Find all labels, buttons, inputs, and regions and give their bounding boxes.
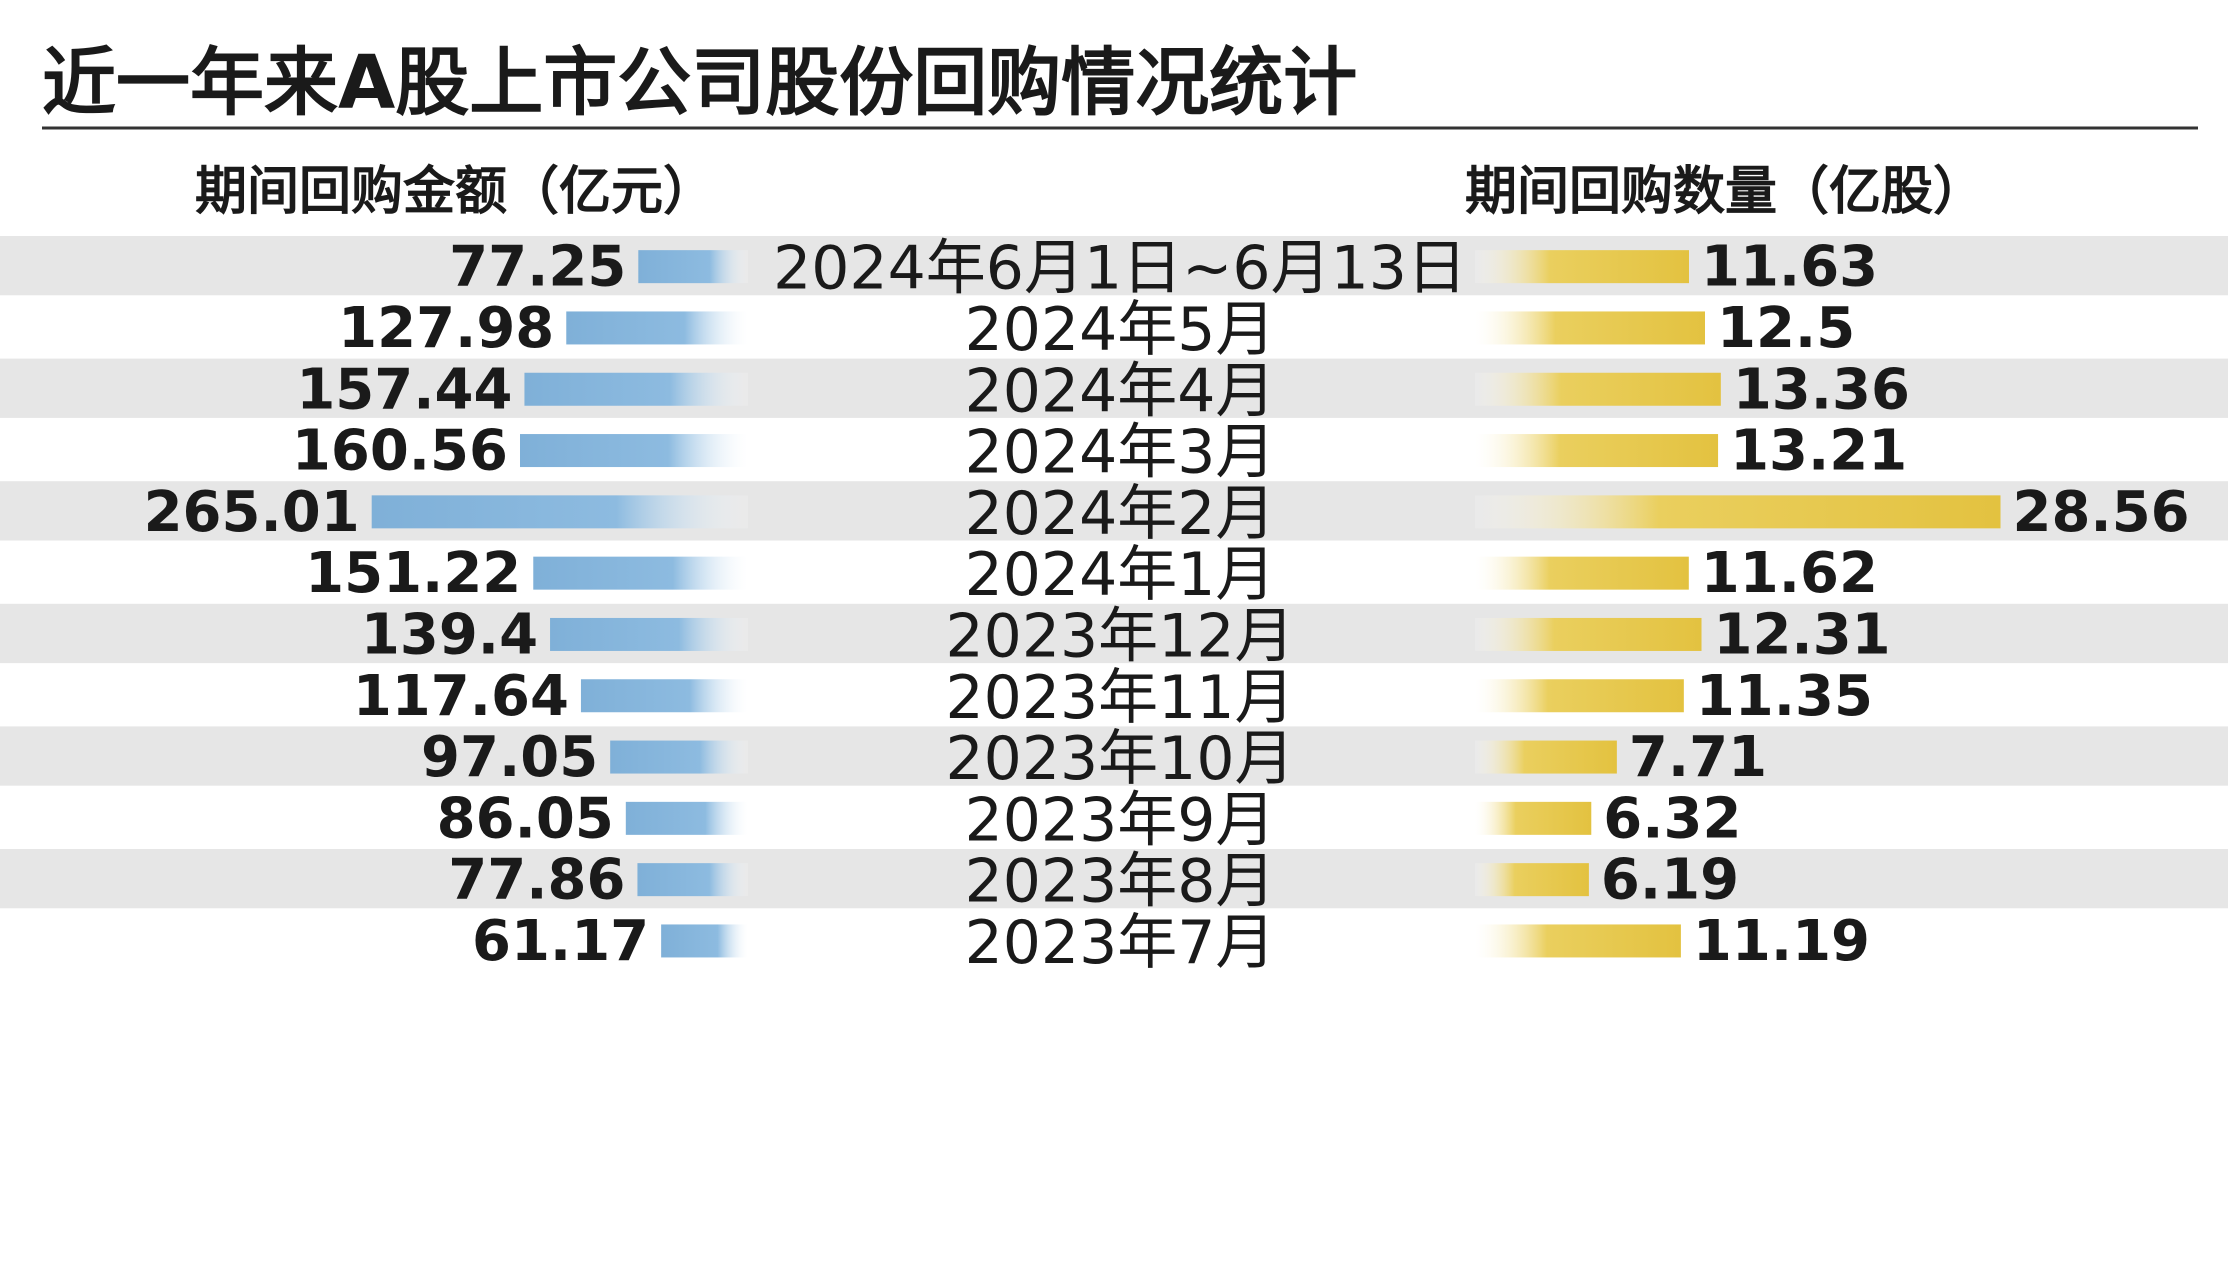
- period-label: 2023年8月: [965, 847, 1276, 917]
- quantity-bar: [1475, 617, 1702, 651]
- amount-value-label: 127.98: [338, 296, 554, 361]
- amount-bar: [371, 495, 748, 529]
- period-label: 2024年5月: [965, 295, 1276, 365]
- amount-value-label: 160.56: [292, 419, 508, 484]
- period-label: 2024年1月: [965, 540, 1276, 610]
- row-stripe: [0, 849, 2228, 909]
- amount-value-label: 157.44: [296, 357, 512, 422]
- quantity-value-label: 11.35: [1696, 664, 1873, 729]
- quantity-bar: [1475, 372, 1721, 406]
- row-stripe: [0, 603, 2228, 664]
- period-label: 2023年7月: [965, 908, 1276, 978]
- amount-value-label: 61.17: [472, 909, 649, 974]
- quantity-bar: [1475, 495, 2001, 529]
- quantity-bar: [1475, 434, 1719, 468]
- quantity-value-label: 28.56: [2013, 480, 2190, 545]
- period-label: 2024年4月: [965, 356, 1276, 426]
- quantity-value-label: 11.63: [1701, 235, 1878, 300]
- amount-bar: [625, 801, 748, 835]
- quantity-bar: [1475, 801, 1592, 835]
- amount-value-label: 77.86: [448, 848, 625, 913]
- quantity-value-label: 12.31: [1714, 602, 1891, 667]
- chart-title: 近一年来A股上市公司股份回购情况统计: [42, 40, 1357, 126]
- quantity-value-label: 12.5: [1717, 296, 1855, 361]
- amount-bar: [580, 679, 748, 713]
- period-label: 2023年9月: [965, 785, 1276, 855]
- quantity-value-label: 11.19: [1693, 909, 1870, 974]
- amount-bar: [550, 617, 748, 651]
- row-stripe: [0, 236, 2228, 296]
- quantity-bar: [1475, 740, 1617, 774]
- amount-bar: [520, 434, 748, 468]
- amount-value-label: 97.05: [421, 725, 598, 790]
- amount-value-label: 86.05: [437, 786, 614, 851]
- quantity-bar: [1475, 679, 1684, 713]
- quantity-bar: [1475, 863, 1589, 897]
- period-label: 2024年2月: [965, 479, 1276, 549]
- right-series-header: 期间回购数量（亿股）: [1465, 162, 1985, 222]
- amount-value-label: 265.01: [144, 480, 360, 545]
- amount-bar: [610, 740, 748, 774]
- labels-layer: 77.25 2024年6月1日~6月13日 11.63 127.98 2024年5月 12…: [144, 234, 2190, 978]
- row-stripe: [0, 358, 2228, 418]
- bars-layer: [371, 250, 2001, 958]
- quantity-bar: [1475, 556, 1689, 590]
- amount-value-label: 151.22: [305, 541, 521, 606]
- amount-value-label: 139.4: [361, 602, 538, 667]
- amount-bar: [524, 372, 748, 406]
- amount-value-label: 117.64: [353, 664, 569, 729]
- amount-bar: [566, 311, 748, 345]
- quantity-bar: [1475, 250, 1689, 284]
- left-series-header: 期间回购金额（亿元）: [195, 162, 715, 222]
- quantity-value-label: 6.32: [1603, 786, 1741, 851]
- period-label: 2024年6月1日~6月13日: [773, 234, 1467, 304]
- amount-bar: [661, 924, 748, 958]
- quantity-value-label: 13.36: [1733, 357, 1910, 422]
- row-stripes: [0, 236, 2228, 909]
- quantity-bar: [1475, 924, 1681, 958]
- amount-value-label: 77.25: [449, 235, 626, 300]
- period-label: 2024年3月: [965, 418, 1276, 488]
- row-stripe: [0, 726, 2228, 786]
- period-label: 2023年11月: [945, 663, 1294, 733]
- period-label: 2023年12月: [945, 601, 1294, 671]
- amount-bar: [637, 863, 748, 897]
- amount-bar: [638, 250, 748, 284]
- quantity-value-label: 6.19: [1601, 848, 1739, 913]
- amount-bar: [533, 556, 748, 590]
- quantity-bar: [1475, 311, 1705, 345]
- quantity-value-label: 7.71: [1629, 725, 1767, 790]
- quantity-value-label: 11.62: [1701, 541, 1878, 606]
- quantity-value-label: 13.21: [1730, 419, 1907, 484]
- period-label: 2023年10月: [945, 724, 1294, 794]
